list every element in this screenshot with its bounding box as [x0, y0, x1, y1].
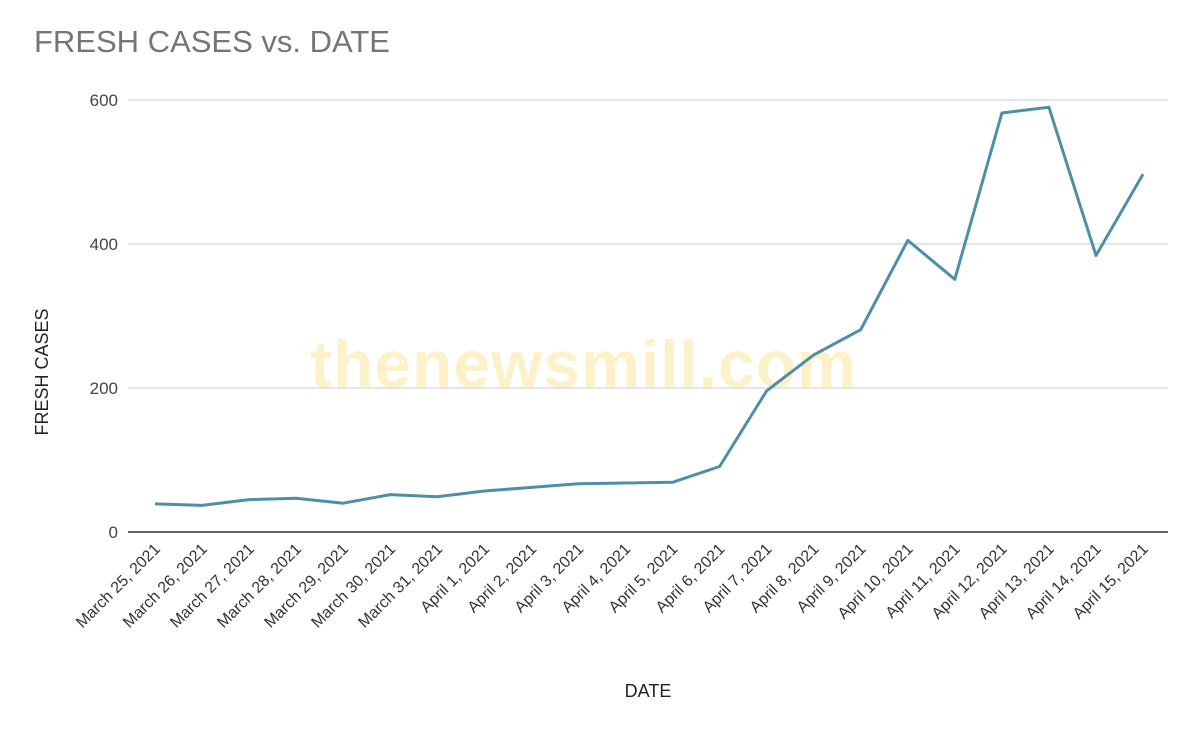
- x-tick-label: March 25, 2021: [73, 541, 164, 632]
- y-tick-label: 600: [90, 91, 118, 110]
- series-line: [154, 105, 1145, 507]
- y-tick-label: 200: [90, 379, 118, 398]
- x-tick-label: March 28, 2021: [214, 541, 305, 632]
- y-axis-title: FRESH CASES: [32, 308, 52, 435]
- y-axis-ticks: 0 200 400 600: [90, 91, 118, 542]
- x-tick-label: March 31, 2021: [355, 541, 446, 632]
- x-tick-label: March 29, 2021: [261, 541, 352, 632]
- gridlines: [128, 99, 1168, 389]
- chart-title: FRESH CASES vs. DATE: [34, 24, 390, 59]
- x-tick-label: March 27, 2021: [167, 541, 258, 632]
- x-tick-label: March 26, 2021: [120, 541, 211, 632]
- watermark: thenewsmill.com: [310, 327, 857, 401]
- y-tick-label: 400: [90, 235, 118, 254]
- y-tick-label: 0: [109, 523, 118, 542]
- x-tick-label: March 30, 2021: [308, 541, 399, 632]
- x-axis-title: DATE: [625, 681, 672, 701]
